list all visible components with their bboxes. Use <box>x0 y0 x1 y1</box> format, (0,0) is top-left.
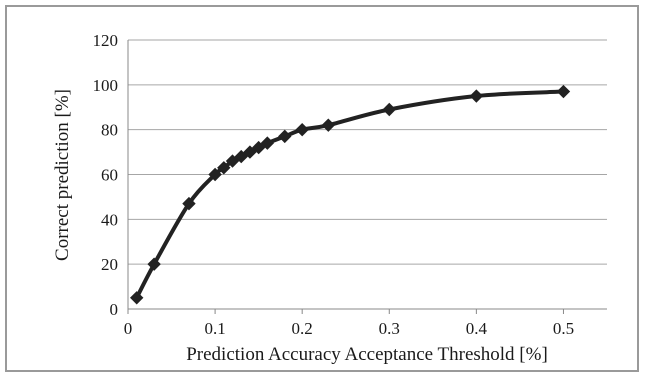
data-point <box>217 161 231 175</box>
x-tick-label: 0 <box>124 319 133 338</box>
data-point <box>469 89 484 103</box>
x-tick-label: 0.5 <box>553 319 574 338</box>
x-tick-label: 0.4 <box>466 319 488 338</box>
y-tick-labels: 0 20 40 60 80 100 120 <box>93 31 119 319</box>
y-tick-label: 60 <box>101 166 118 185</box>
data-point <box>295 122 309 137</box>
x-tick-label: 0.3 <box>379 319 400 338</box>
y-tick-label: 120 <box>93 31 119 50</box>
series-line <box>134 89 564 299</box>
data-point <box>147 257 161 271</box>
data-point <box>260 136 275 150</box>
data-series <box>130 84 571 305</box>
data-point <box>382 102 396 117</box>
y-tick-label: 80 <box>101 121 118 140</box>
data-point <box>556 84 571 99</box>
y-tick-label: 100 <box>93 76 119 95</box>
data-point <box>225 154 240 168</box>
data-point <box>278 129 292 144</box>
y-axis-label: Correct prediction [%] <box>52 89 73 261</box>
x-tick-label: 0.1 <box>204 319 225 338</box>
data-point <box>182 196 196 211</box>
data-point <box>130 291 144 305</box>
data-point <box>251 140 266 155</box>
data-point <box>243 145 257 159</box>
grid-lines <box>128 39 607 265</box>
x-tick-labels: 0 0.1 0.2 0.3 0.4 0.5 <box>124 319 574 338</box>
data-point <box>321 118 336 132</box>
chart-frame <box>5 5 639 372</box>
x-tick-label: 0.2 <box>292 319 313 338</box>
data-point <box>208 167 222 182</box>
axes <box>127 40 607 314</box>
x-axis-label: Prediction Accuracy Acceptance Threshold… <box>186 344 548 365</box>
y-tick-label: 40 <box>101 210 118 229</box>
y-tick-label: 20 <box>101 255 118 274</box>
data-point <box>234 149 248 164</box>
y-tick-label: 0 <box>110 300 119 319</box>
